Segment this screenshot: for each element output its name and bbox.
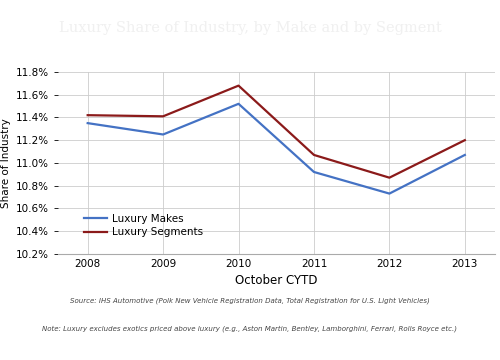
Luxury Makes: [311, 170, 317, 174]
Luxury Segments: [386, 176, 392, 180]
Luxury Segments: [84, 113, 90, 117]
Luxury Segments: [462, 138, 468, 142]
Text: Note: Luxury excludes exotics priced above luxury (e.g., Aston Martin, Bentley, : Note: Luxury excludes exotics priced abo…: [42, 326, 458, 332]
Line: Luxury Segments: Luxury Segments: [88, 86, 465, 178]
Text: Source: IHS Automotive (Polk New Vehicle Registration Data, Total Registration f: Source: IHS Automotive (Polk New Vehicle…: [70, 297, 430, 303]
Luxury Segments: [311, 153, 317, 157]
Luxury Makes: [160, 132, 166, 137]
Luxury Makes: [236, 102, 242, 106]
Luxury Makes: [84, 121, 90, 125]
Luxury Segments: [160, 114, 166, 118]
Y-axis label: Share of Industry: Share of Industry: [1, 118, 11, 208]
Luxury Makes: [386, 192, 392, 196]
Luxury Makes: [462, 153, 468, 157]
Line: Luxury Makes: Luxury Makes: [88, 104, 465, 194]
Legend: Luxury Makes, Luxury Segments: Luxury Makes, Luxury Segments: [80, 210, 208, 241]
X-axis label: October CYTD: October CYTD: [235, 274, 318, 287]
Text: Luxury Share of Industry, by Make and by Segment: Luxury Share of Industry, by Make and by…: [58, 21, 442, 35]
Luxury Segments: [236, 84, 242, 88]
